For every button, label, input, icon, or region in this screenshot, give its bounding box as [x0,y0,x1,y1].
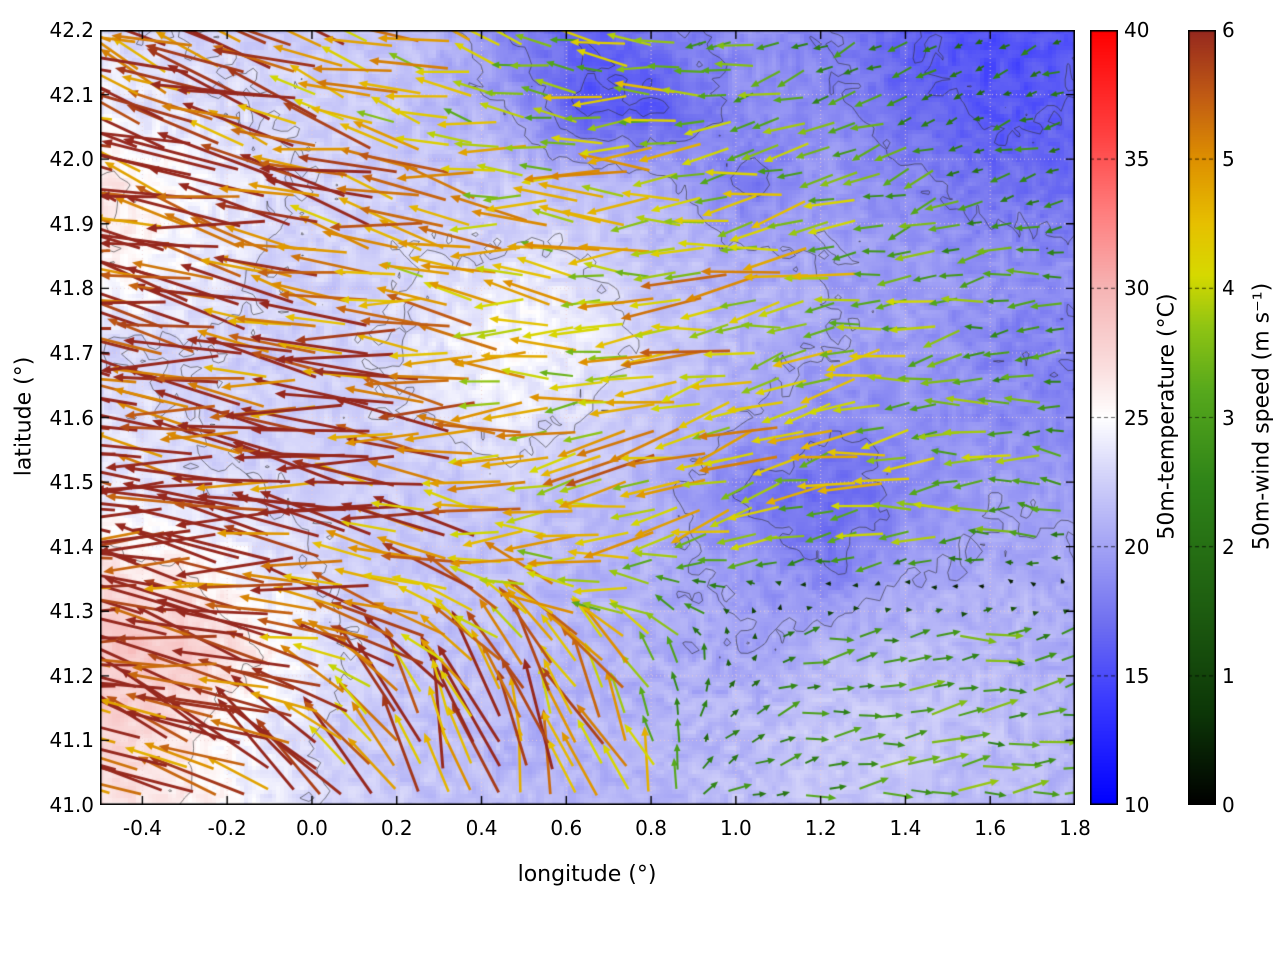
y-tick-label: 41.4 [49,534,94,559]
y-tick-label: 41.6 [49,405,94,430]
temp-colorbar-canvas [1090,30,1118,805]
wind-cb-tick-label: 2 [1222,534,1235,559]
temp-cb-tick-label: 10 [1124,793,1150,817]
y-tick-label: 41.8 [49,276,94,301]
wind-cb-tick-label: 6 [1222,18,1235,42]
x-tick-label: 0.8 [635,816,667,840]
x-tick-label: 0.2 [380,816,413,840]
wind-colorbar-canvas [1188,30,1216,805]
y-tick-label: 41.0 [49,793,94,817]
plot-canvas [100,30,1075,805]
x-tick-label: 1.2 [804,816,837,840]
wind-cb-tick-label: 5 [1222,147,1235,172]
x-tick-label: 1.8 [1059,816,1091,840]
y-tick-label: 41.5 [49,470,94,495]
y-tick-label: 42.0 [49,147,94,172]
temp-cb-tick-label: 15 [1124,663,1150,688]
wind-cb-tick-label: 1 [1222,663,1235,688]
x-tick-label: -0.2 [207,816,247,840]
y-tick-label: 41.2 [49,663,94,688]
y-tick-label: 41.9 [49,211,94,236]
y-tick-label: 42.1 [49,82,94,107]
temp-cb-tick-label: 25 [1124,405,1150,430]
x-tick-label: 1.6 [974,816,1007,840]
x-tick-label: 0.6 [550,816,583,840]
x-tick-label: -0.4 [122,816,162,840]
x-tick-label: 1.0 [719,816,752,840]
temp-cb-tick-label: 20 [1124,534,1150,559]
x-tick-label: 1.4 [889,816,922,840]
y-tick-label: 41.1 [49,728,94,753]
y-axis-title: latitude (°) [11,356,37,477]
x-axis-title: longitude (°) [517,862,657,887]
y-tick-label: 41.3 [49,599,94,624]
x-tick-label: 0.0 [296,816,328,840]
y-tick-label: 41.7 [49,340,94,365]
temp-cb-tick-label: 35 [1124,147,1150,172]
x-tick-label: 0.4 [465,816,498,840]
y-tick-label: 42.2 [49,18,94,42]
temp-cb-tick-label: 40 [1124,18,1150,42]
wind-cb-tick-label: 0 [1222,793,1235,817]
wind-cb-tick-label: 4 [1222,276,1235,301]
wind-cb-tick-label: 3 [1222,405,1235,430]
temp-cb-tick-label: 30 [1124,276,1150,301]
